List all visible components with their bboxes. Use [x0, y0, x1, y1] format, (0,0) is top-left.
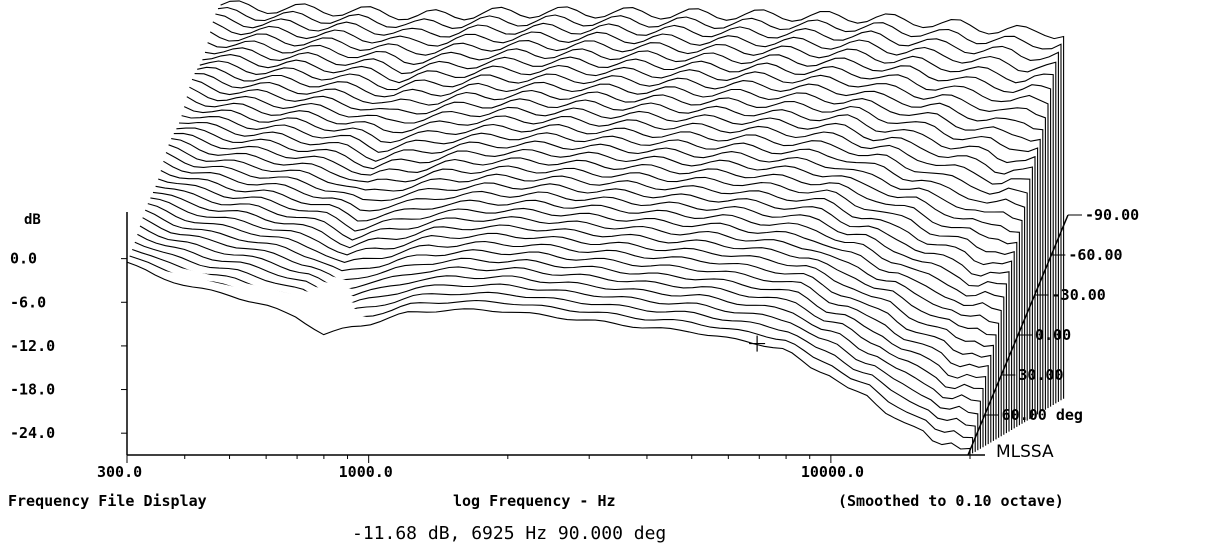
- z-tick-label: -90.00: [1085, 206, 1139, 224]
- x-axis-label: log Frequency - Hz: [453, 492, 616, 510]
- y-tick-label: -18.0: [10, 381, 55, 399]
- y-tick-label: -12.0: [10, 337, 55, 355]
- y-tick-label: -24.0: [10, 424, 55, 442]
- chart-ticks: 300.0 1000.0 10000.0 0.0 -6.0 -12.0 -18.0 -24.0…: [10, 206, 1139, 481]
- cursor-readout: -11.68 dB, 6925 Hz 90.000 deg: [352, 523, 667, 544]
- waterfall-traces: [126, 0, 1065, 455]
- z-tick-label: -30.00: [1052, 286, 1106, 304]
- y-tick-label: -6.0: [10, 293, 46, 311]
- footer-file-display: Frequency File Display: [8, 492, 207, 510]
- y-tick-label: 0.0: [10, 250, 37, 268]
- brand-label: MLSSA: [996, 442, 1054, 462]
- x-tick-label: 10000.0: [801, 463, 864, 481]
- footer-smoothing: (Smoothed to 0.10 octave): [838, 492, 1064, 510]
- x-tick-label: 1000.0: [339, 463, 393, 481]
- z-tick-label: 60.00 deg: [1002, 406, 1083, 424]
- cursor-crosshair: [749, 335, 766, 352]
- x-tick-label: 300.0: [97, 463, 142, 481]
- z-tick-label: 0.00: [1035, 326, 1071, 344]
- z-tick-label: 30.00: [1018, 366, 1063, 384]
- trace-90deg: [126, 261, 971, 455]
- z-tick-label: -60.00: [1068, 246, 1122, 264]
- y-axis-label: dB: [24, 212, 41, 228]
